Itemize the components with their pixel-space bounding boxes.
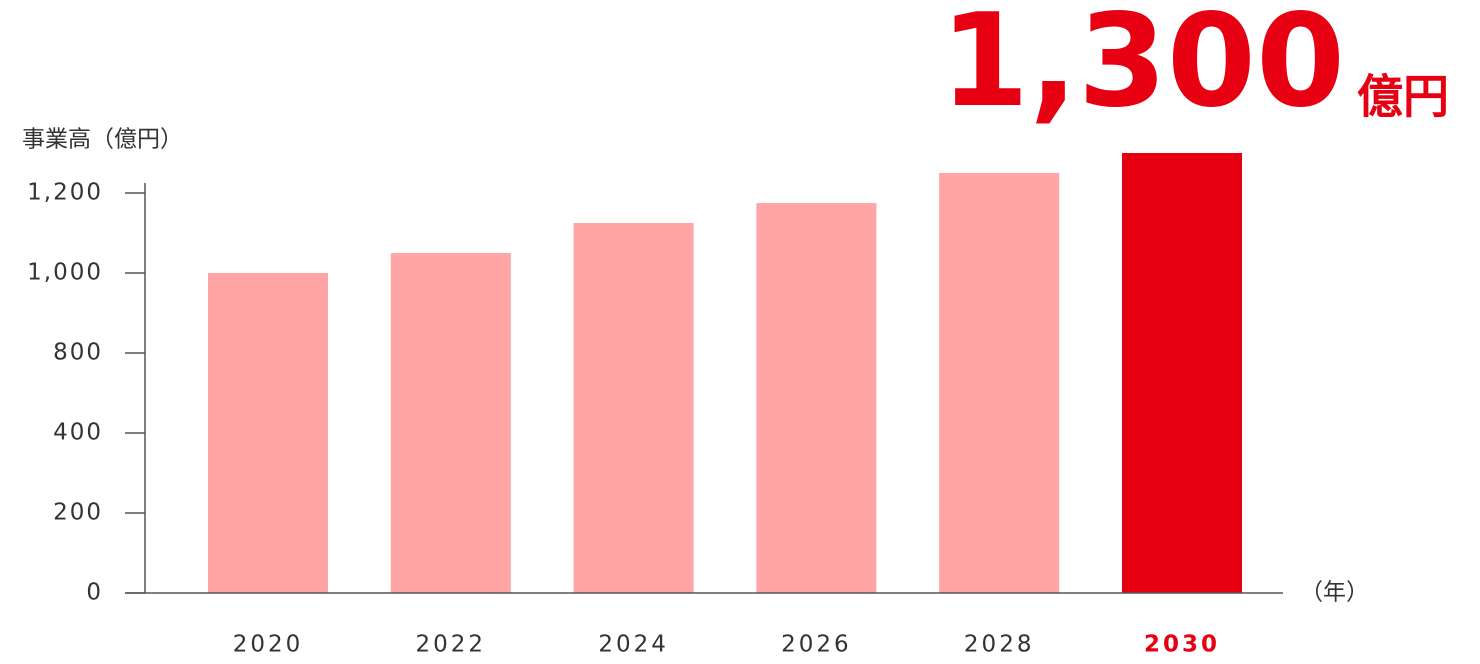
x-tick-label: 2030 [1144,632,1220,658]
x-tick-label: 2026 [781,632,852,658]
bar [1122,153,1242,593]
y-tick-label: 200 [53,500,103,526]
x-tick-label: 2020 [233,632,304,658]
y-tick-label: 1,000 [27,260,103,286]
x-tick-label: 2028 [964,632,1035,658]
value-label: 1,300 [940,0,1345,136]
y-tick-label: 800 [53,340,103,366]
y-tick-label: 0 [86,580,103,606]
x-tick-label: 2024 [598,632,669,658]
y-tick-label: 1,200 [27,180,103,206]
bar [939,173,1060,593]
y-axis-label: 事業高（億円） [22,127,183,153]
y-tick-label: 400 [53,420,103,446]
x-axis-label: （年） [1300,580,1369,606]
bar [390,253,511,593]
bar [756,203,877,593]
value-label-unit: 億円 [1357,70,1449,124]
bar [208,273,328,593]
x-tick-label: 2022 [416,632,487,658]
bar [573,223,694,593]
